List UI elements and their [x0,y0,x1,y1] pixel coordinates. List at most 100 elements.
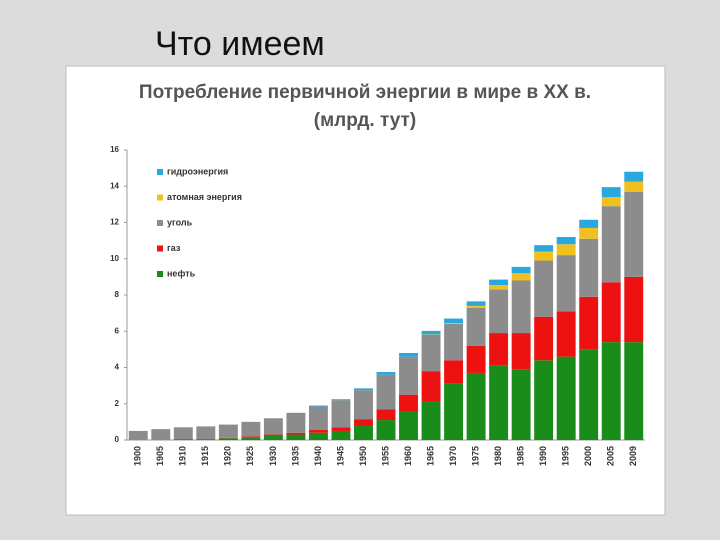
y-tick-label: 14 [110,181,119,190]
bar-segment [601,187,621,198]
bar-segment [218,438,238,440]
bar-segment [444,383,464,440]
x-tick-label: 2009 [628,446,638,466]
bar-segment [511,369,531,440]
x-tick-label: 1925 [245,446,255,466]
bar-segment [601,206,621,283]
bar-segment [556,311,576,357]
bar-segment [331,399,351,401]
x-tick-label: 1970 [448,446,458,466]
x-tick-label: 2005 [606,446,616,466]
y-tick-label: 0 [115,435,120,444]
bar-segment [354,425,373,440]
x-tick-label: 1905 [155,446,165,466]
bar-segment [556,356,576,440]
bar-segment [489,289,509,334]
bar-segment [511,266,531,274]
bar-segment [173,427,193,440]
bar-segment [331,430,351,440]
bar-segment [624,342,644,440]
y-tick-label: 10 [110,254,119,263]
bar-segment [534,251,554,261]
bar-segment [354,388,373,391]
legend-label: газ [167,243,181,253]
bar-segment [376,420,396,440]
bar-segment [489,365,509,440]
y-tick-label: 6 [115,326,120,335]
bar-segment [511,280,531,334]
bar-segment [399,411,418,440]
x-tick-label: 1940 [313,446,323,466]
bar-segment [511,333,531,370]
x-tick-label: 1955 [380,446,390,466]
bar-segment [241,436,261,438]
bar-segment [376,372,396,375]
bar-segment [511,273,531,281]
bar-segment [399,394,418,411]
x-tick-label: 1930 [268,446,278,466]
bar-segment [376,409,396,421]
bar-segment [308,406,328,431]
x-tick-label: 1990 [538,446,548,466]
bar-segment [624,181,644,192]
x-tick-label: 1960 [403,446,413,466]
bar-segment [421,401,441,440]
bar-segment [196,439,216,440]
bar-segment [331,427,351,431]
x-tick-label: 1915 [200,446,210,466]
bar-segment [444,323,464,324]
bar-segment [444,318,464,324]
y-tick-label: 8 [115,290,120,299]
bar-segment [308,430,328,433]
x-tick-label: 1900 [133,446,143,466]
legend-swatch [157,220,163,226]
x-tick-label: 1995 [561,446,571,466]
heading: Что имеем [155,25,325,63]
legend-swatch [157,194,163,201]
x-tick-label: 1985 [516,446,526,466]
bar-segment [286,434,306,440]
x-tick-label: 1950 [358,446,368,466]
bar-segment [579,238,599,297]
bar-segment [196,426,216,440]
bar-segment [534,360,554,440]
x-tick-label: 1965 [425,446,435,466]
bar-segment [579,349,599,440]
legend-swatch [157,245,163,252]
chart-title: Потребление первичной энергии в мире в X… [139,82,591,103]
bar-segment [263,434,283,436]
x-tick-label: 1910 [178,446,188,466]
bar-segment [466,305,486,308]
y-tick-label: 2 [115,399,120,408]
x-tick-label: 1920 [223,446,233,466]
bar-segment [241,421,261,437]
bar-segment [601,197,621,207]
y-tick-label: 4 [115,363,120,372]
legend-label: атомная энергия [167,192,242,202]
bar-segment [466,345,486,373]
bar-segment [241,437,261,440]
bar-segment [601,282,621,343]
bar-segment [399,353,418,357]
bar-segment [489,279,509,286]
bar-segment [218,424,238,438]
bar-segment [534,245,554,252]
bar-segment [308,432,328,440]
bar-segment [331,400,351,428]
bar-segment [601,342,621,440]
bar-segment [286,412,306,433]
y-tick-label: 12 [110,218,119,227]
x-tick-label: 1980 [493,446,503,466]
bar-segment [128,430,148,440]
chart-subtitle: (млрд. тут) [314,110,416,131]
bar-segment [354,390,373,420]
x-tick-label: 1935 [290,446,300,466]
y-tick-label: 16 [110,145,119,154]
x-tick-label: 1945 [335,446,345,466]
bar-segment [286,432,306,435]
bar-segment [399,356,418,395]
bar-segment [421,371,441,402]
legend-label: гидроэнергия [167,166,228,176]
bar-segment [579,219,599,228]
bar-segment [534,316,554,361]
